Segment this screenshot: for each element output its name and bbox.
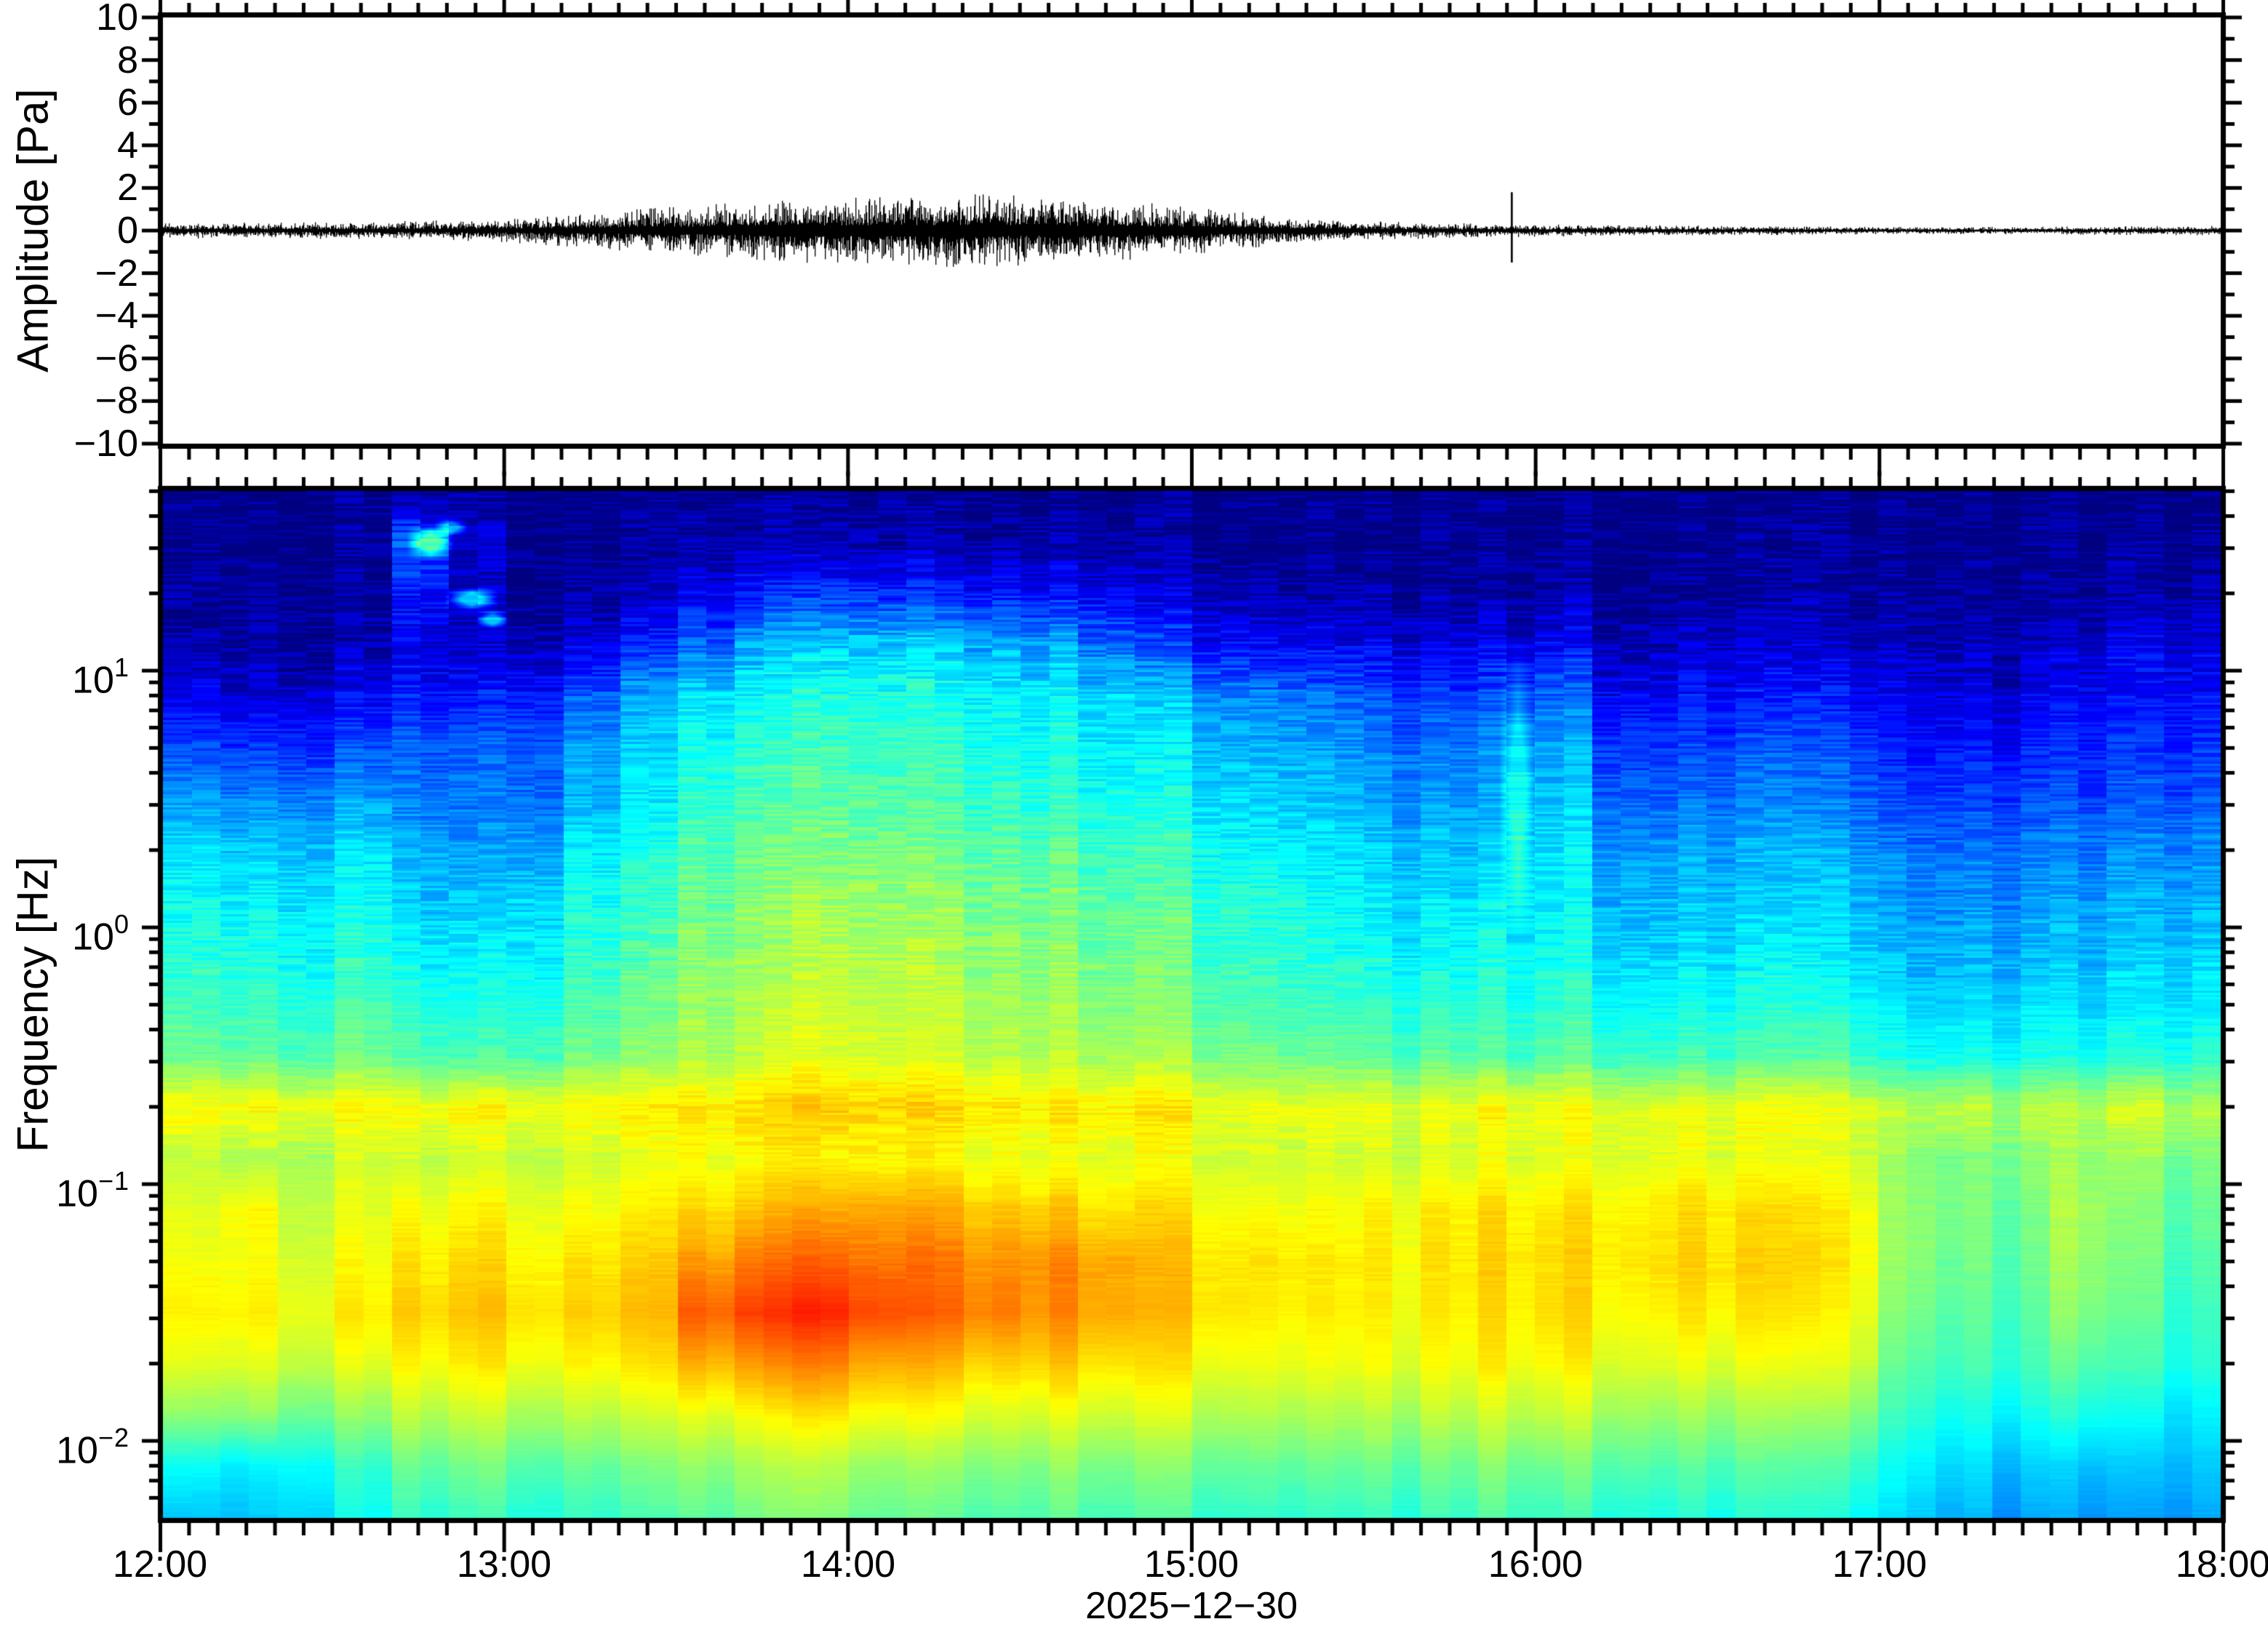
amp-tick-m4: −4 [95,295,138,337]
freq-tick-exp: 1 [113,652,129,682]
freq-tick-base: 10 [56,1172,98,1215]
amp-tick-m2: −2 [95,252,138,295]
time-tick-1500: 15:00 [1143,1543,1239,1586]
time-tick-1300: 13:00 [456,1543,552,1586]
amp-tick-m8: −8 [95,380,138,422]
amp-tick-m6: −6 [95,337,138,380]
frequency-axis-title: Frequency [Hz] [8,856,57,1153]
freq-tick-exp: −2 [97,1423,129,1452]
amp-tick-4: 4 [117,124,138,167]
freq-tick-base: 10 [56,1429,98,1472]
amp-tick-6: 6 [117,81,138,124]
amp-tick-8: 8 [117,39,138,81]
freq-tick-10e1: 101 [6,649,129,702]
freq-tick-10e0: 100 [6,906,129,959]
date-label: 2025−12−30 [1085,1585,1298,1627]
time-tick-1600: 16:00 [1488,1543,1584,1586]
amp-tick-m10: −10 [73,423,138,465]
time-tick-1200: 12:00 [112,1543,208,1586]
amp-tick-10: 10 [96,0,138,39]
amp-tick-2: 2 [117,167,138,209]
freq-tick-10em2: 10−2 [6,1419,129,1472]
freq-tick-base: 10 [72,916,114,959]
freq-tick-10em1: 10−1 [6,1162,129,1215]
freq-tick-exp: 0 [113,909,129,939]
time-tick-1700: 17:00 [1832,1543,1928,1586]
freq-tick-base: 10 [72,659,114,702]
amp-tick-0: 0 [117,209,138,252]
freq-tick-exp: −1 [97,1166,129,1196]
time-tick-1800: 18:00 [2175,1543,2268,1586]
time-tick-1400: 14:00 [800,1543,896,1586]
